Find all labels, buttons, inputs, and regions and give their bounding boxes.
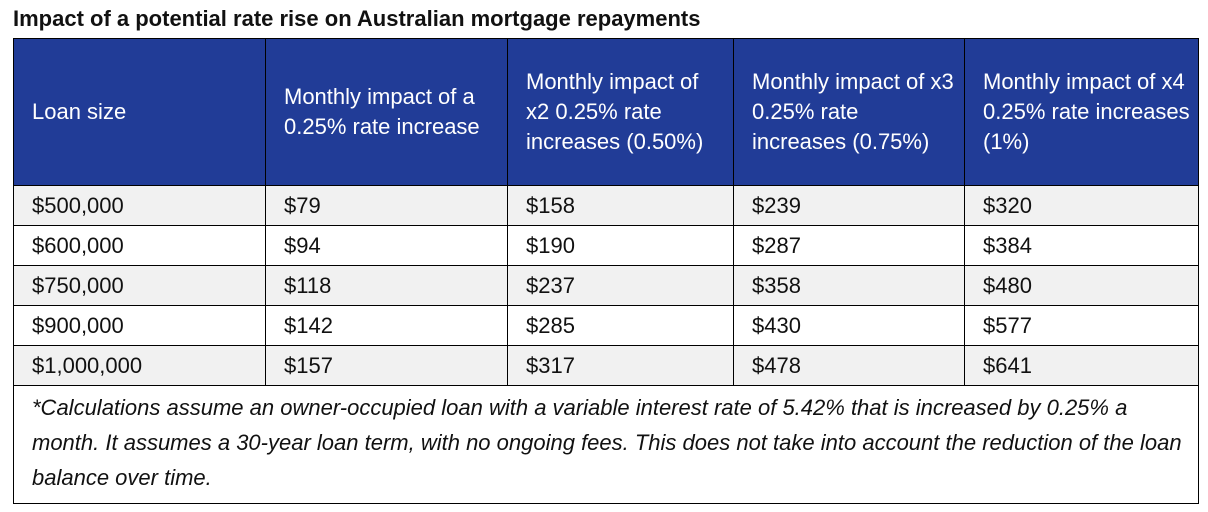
table-cell: $317: [507, 345, 734, 386]
table-cell: $94: [265, 225, 508, 266]
column-header-impact-0-75: Monthly impact of x3 0.25% rate increase…: [733, 38, 965, 186]
table-cell: $285: [507, 305, 734, 346]
table-cell: $500,000: [13, 185, 266, 226]
table-cell: $1,000,000: [13, 345, 266, 386]
table-cell: $118: [265, 265, 508, 306]
table-cell: $239: [733, 185, 965, 226]
table-header-row: Loan size Monthly impact of a 0.25% rate…: [13, 38, 1199, 186]
table-row: $600,000 $94 $190 $287 $384: [13, 225, 1199, 266]
table-title: Impact of a potential rate rise on Austr…: [13, 6, 701, 31]
table-row: $500,000 $79 $158 $239 $320: [13, 185, 1199, 226]
column-header-loan-size: Loan size: [13, 38, 266, 186]
table-cell: $430: [733, 305, 965, 346]
table-cell: $750,000: [13, 265, 266, 306]
table-cell: $480: [964, 265, 1199, 306]
table-cell: $190: [507, 225, 734, 266]
table-cell: $478: [733, 345, 965, 386]
table-row: $900,000 $142 $285 $430 $577: [13, 305, 1199, 346]
table-cell: $384: [964, 225, 1199, 266]
table-cell: $79: [265, 185, 508, 226]
column-header-impact-1-00: Monthly impact of x4 0.25% rate increase…: [964, 38, 1199, 186]
table-row: $750,000 $118 $237 $358 $480: [13, 265, 1199, 306]
table-cell: $287: [733, 225, 965, 266]
table-cell: $142: [265, 305, 508, 346]
table-cell: $237: [507, 265, 734, 306]
table-cell: $900,000: [13, 305, 266, 346]
table-cell: $158: [507, 185, 734, 226]
table-cell: $600,000: [13, 225, 266, 266]
rate-impact-table: Loan size Monthly impact of a 0.25% rate…: [13, 38, 1199, 504]
table-cell: $358: [733, 265, 965, 306]
table-row: $1,000,000 $157 $317 $478 $641: [13, 345, 1199, 386]
table-footnote: *Calculations assume an owner-occupied l…: [13, 385, 1199, 504]
table-cell: $641: [964, 345, 1199, 386]
table-cell: $577: [964, 305, 1199, 346]
table-cell: $320: [964, 185, 1199, 226]
column-header-impact-0-25: Monthly impact of a 0.25% rate increase: [265, 38, 508, 186]
table-footnote-row: *Calculations assume an owner-occupied l…: [13, 385, 1199, 504]
column-header-impact-0-50: Monthly impact of x2 0.25% rate increase…: [507, 38, 734, 186]
table-cell: $157: [265, 345, 508, 386]
